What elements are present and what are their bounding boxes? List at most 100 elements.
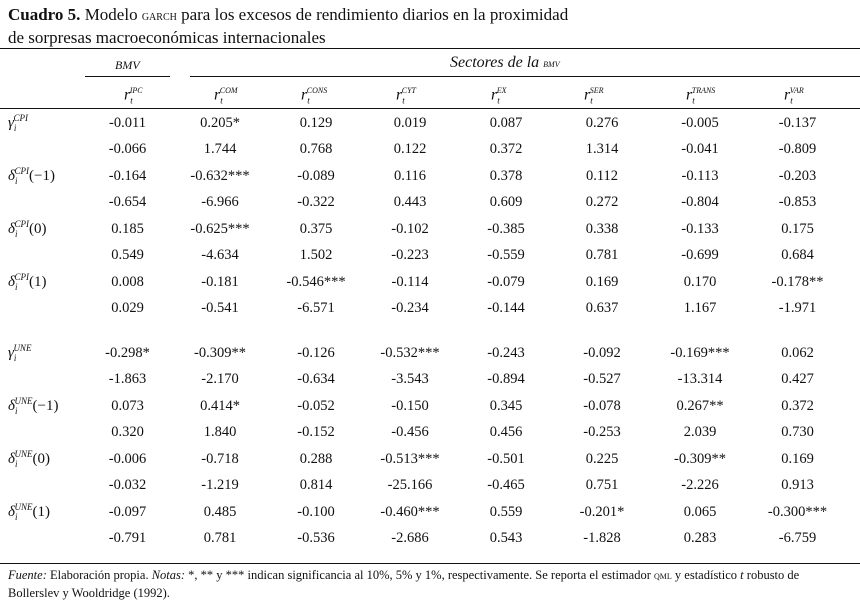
table-cell: -0.300*** [767, 503, 828, 520]
row-sup: UNE [14, 502, 33, 513]
row-label [0, 526, 85, 553]
column-header-com: rtCOM [214, 86, 238, 106]
row-arg: (0) [32, 451, 51, 468]
table-cell: -0.164 [108, 167, 147, 184]
table-row: -0.654 -6.966 -0.322 0.443 0.609 0.272 -0.804 -… [0, 190, 845, 217]
column-header-var: rtVAR [784, 86, 804, 106]
table-cell: -0.536 [297, 530, 335, 547]
table-row: -0.032 -1.219 0.814 -25.166 -0.465 0.751 -2.22… [0, 473, 845, 500]
table-cell: 0.456 [489, 424, 523, 441]
table-cell: -0.309** [194, 344, 246, 361]
row-sub: i [14, 459, 18, 470]
col-sup: VAR [789, 86, 804, 95]
table-cell: 0.122 [393, 141, 427, 158]
table-cell: -0.322 [297, 194, 335, 211]
row-arg: (−1) [32, 398, 59, 415]
table-cell: 0.485 [203, 503, 237, 520]
table-cell: 0.609 [489, 194, 523, 211]
row-sub: i [14, 176, 18, 187]
table-cell: 0.169 [585, 273, 619, 290]
table-cell: -0.126 [297, 344, 335, 361]
table-cell: -0.223 [391, 247, 429, 264]
table-cell: -0.006 [108, 450, 147, 467]
table-cell: -1.971 [778, 300, 817, 317]
table-cell: -0.201* [579, 503, 625, 520]
qml-text: qml [654, 570, 672, 582]
col-sub: t [402, 95, 405, 106]
row-symbol: δ [8, 168, 15, 185]
table-cell: -0.501 [487, 450, 525, 467]
table-cell: -2.686 [391, 530, 429, 547]
table-cell: 0.112 [585, 167, 619, 184]
table-cell: -0.699 [681, 247, 719, 264]
table-cell: 0.008 [111, 273, 144, 290]
col-sup: IPC [129, 86, 143, 95]
notas-text: *, ** y *** indican significancia al 10%… [185, 568, 654, 582]
row-label [0, 367, 85, 394]
table-row: 0.029 -0.541 -6.571 -0.234 -0.144 0.637 1.167 -… [0, 296, 845, 323]
table-cell: 0.087 [489, 114, 523, 131]
table-caption: Cuadro 5. Modelo garch para los excesos … [8, 4, 568, 48]
table-row: γiCPI -0.011 0.205* 0.129 0.019 0.087 0.276 -0.… [0, 110, 845, 137]
fuente-text: Elaboración propia. [46, 568, 152, 582]
fuente-label: Fuente: [8, 568, 47, 582]
table-cell: -0.804 [681, 194, 719, 211]
bmv-header: BMV [115, 58, 140, 72]
table-cell: 0.065 [683, 503, 717, 520]
table-cell: -0.853 [778, 194, 817, 211]
row-symbol: δ [8, 398, 15, 415]
row-sub: i [14, 406, 18, 417]
table-cell: -0.718 [201, 450, 239, 467]
row-label: δiCPI(1) [0, 269, 85, 296]
table-row: 0.549 -4.634 1.502 -0.223 -0.559 0.781 -0.699 0… [0, 243, 845, 270]
row-symbol: δ [8, 504, 15, 521]
col-base: r [124, 86, 131, 104]
caption-text: Modelo [80, 5, 142, 24]
table-cell: -0.809 [778, 141, 817, 158]
table-cell: 0.730 [781, 424, 814, 441]
table-cell: 0.175 [781, 220, 814, 237]
table-cell: 0.288 [299, 450, 333, 467]
table-cell: 0.320 [111, 424, 144, 441]
sectores-underline [190, 76, 860, 77]
table-cell: -0.460*** [380, 503, 440, 520]
table-cell: 0.751 [585, 477, 619, 494]
row-label [0, 296, 85, 323]
table-row: 0.320 1.840 -0.152 -0.456 0.456 -0.253 2.039 0.… [0, 420, 845, 447]
table-cell: 0.205* [200, 114, 240, 131]
table-row: -0.791 0.781 -0.536 -2.686 0.543 -1.828 0.283 -… [0, 526, 845, 553]
row-symbol: γ [8, 345, 14, 362]
table-cell: 0.637 [585, 300, 619, 317]
table-cell: 0.073 [111, 397, 144, 414]
table-cell: 0.768 [299, 141, 333, 158]
row-sup: UNE [14, 396, 33, 407]
col-sub: t [220, 95, 223, 106]
row-label [0, 243, 85, 270]
table-cell: -0.894 [487, 371, 525, 388]
row-sub: i [14, 229, 18, 240]
table-cell: -0.114 [391, 273, 429, 290]
col-sup: EX [496, 86, 507, 95]
column-header-cons: rtCONS [301, 86, 327, 106]
table-cell: -0.625*** [190, 220, 250, 237]
table-cell: -13.314 [677, 371, 723, 388]
col-base: r [491, 86, 498, 104]
table-cell: -0.178** [771, 273, 824, 290]
table-cell: 0.029 [111, 300, 144, 317]
table-cell: -0.309** [674, 450, 726, 467]
table-cell: -0.078 [583, 397, 621, 414]
table-row: δiUNE(1) -0.097 0.485 -0.100 -0.460*** 0.559 -… [0, 499, 845, 526]
table-cell: -0.041 [681, 141, 719, 158]
table-cell: 0.019 [393, 114, 427, 131]
table-cell: 1.840 [203, 424, 237, 441]
footnote: Fuente: Elaboración propia. Notas: *, **… [8, 567, 853, 602]
table-cell: 0.375 [299, 220, 333, 237]
table-cell: -0.079 [487, 273, 525, 290]
table-cell: -0.465 [487, 477, 525, 494]
row-sup: UNE [13, 343, 32, 354]
table-cell: 0.372 [781, 397, 814, 414]
table-cell: -0.654 [108, 194, 147, 211]
row-symbol: δ [8, 451, 15, 468]
table-cell: -0.052 [297, 397, 335, 414]
row-sub: i [14, 512, 18, 523]
